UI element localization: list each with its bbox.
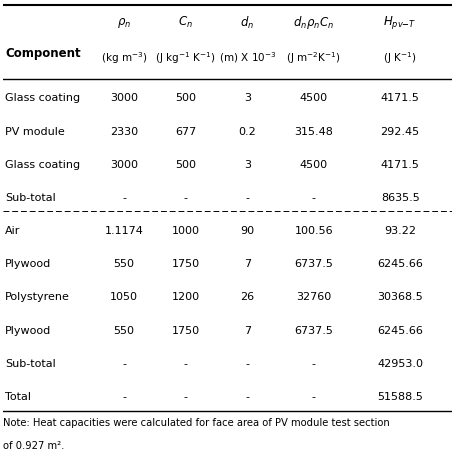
Text: -: - <box>122 193 126 203</box>
Text: 500: 500 <box>175 93 196 103</box>
Text: 90: 90 <box>240 226 255 236</box>
Text: 0.2: 0.2 <box>238 127 256 137</box>
Text: 6245.66: 6245.66 <box>377 325 423 335</box>
Text: $\rho_n$: $\rho_n$ <box>117 16 131 30</box>
Text: -: - <box>184 359 188 369</box>
Text: -: - <box>312 392 316 402</box>
Text: 1750: 1750 <box>172 325 200 335</box>
Text: 550: 550 <box>113 259 135 269</box>
Text: 6245.66: 6245.66 <box>377 259 423 269</box>
Text: 4500: 4500 <box>300 159 328 170</box>
Text: 1.1174: 1.1174 <box>105 226 144 236</box>
Text: -: - <box>246 359 249 369</box>
Text: 4171.5: 4171.5 <box>381 159 419 170</box>
Text: 100.56: 100.56 <box>294 226 333 236</box>
Text: 93.22: 93.22 <box>384 226 416 236</box>
Text: 1050: 1050 <box>110 292 138 303</box>
Text: 3: 3 <box>244 93 251 103</box>
Text: 4500: 4500 <box>300 93 328 103</box>
Text: 3: 3 <box>244 159 251 170</box>
Text: 7: 7 <box>244 259 251 269</box>
Text: 3000: 3000 <box>110 159 138 170</box>
Text: $H_{pv\mathregular{-}T}$: $H_{pv\mathregular{-}T}$ <box>383 14 417 31</box>
Text: Plywood: Plywood <box>5 259 51 269</box>
Text: -: - <box>122 359 126 369</box>
Text: Component: Component <box>5 47 81 60</box>
Text: Sub-total: Sub-total <box>5 193 56 203</box>
Text: $d_n$: $d_n$ <box>240 15 255 31</box>
Text: $\mathregular{(J\ K^{-1})}$: $\mathregular{(J\ K^{-1})}$ <box>383 50 417 66</box>
Text: 32760: 32760 <box>296 292 331 303</box>
Text: 42953.0: 42953.0 <box>377 359 423 369</box>
Text: 2330: 2330 <box>110 127 138 137</box>
Text: 30368.5: 30368.5 <box>377 292 423 303</box>
Text: $\mathregular{(J\ m^{-2}K^{-1})}$: $\mathregular{(J\ m^{-2}K^{-1})}$ <box>286 50 341 66</box>
Text: 7: 7 <box>244 325 251 335</box>
Text: 550: 550 <box>113 325 135 335</box>
Text: 51588.5: 51588.5 <box>377 392 423 402</box>
Text: 1750: 1750 <box>172 259 200 269</box>
Text: 6737.5: 6737.5 <box>294 325 333 335</box>
Text: -: - <box>312 193 316 203</box>
Text: $\mathregular{(J\ kg^{-1}\ K^{-1})}$: $\mathregular{(J\ kg^{-1}\ K^{-1})}$ <box>155 50 216 66</box>
Text: 6737.5: 6737.5 <box>294 259 333 269</box>
Text: 1200: 1200 <box>172 292 200 303</box>
Text: $\mathregular{(m)\ X\ 10^{-3}}$: $\mathregular{(m)\ X\ 10^{-3}}$ <box>219 51 276 65</box>
Text: 292.45: 292.45 <box>381 127 420 137</box>
Text: 1000: 1000 <box>172 226 200 236</box>
Text: -: - <box>184 193 188 203</box>
Text: -: - <box>246 392 249 402</box>
Text: -: - <box>184 392 188 402</box>
Text: Air: Air <box>5 226 20 236</box>
Text: 3000: 3000 <box>110 93 138 103</box>
Text: Plywood: Plywood <box>5 325 51 335</box>
Text: 315.48: 315.48 <box>294 127 333 137</box>
Text: Glass coating: Glass coating <box>5 159 80 170</box>
Text: Glass coating: Glass coating <box>5 93 80 103</box>
Text: $C_n$: $C_n$ <box>178 15 193 30</box>
Text: of 0.927 m².: of 0.927 m². <box>3 441 64 452</box>
Text: 677: 677 <box>175 127 196 137</box>
Text: -: - <box>246 193 249 203</box>
Text: 26: 26 <box>240 292 255 303</box>
Text: Note: Heat capacities were calculated for face area of PV module test section: Note: Heat capacities were calculated fo… <box>3 418 390 428</box>
Text: 500: 500 <box>175 159 196 170</box>
Text: 4171.5: 4171.5 <box>381 93 419 103</box>
Text: PV module: PV module <box>5 127 65 137</box>
Text: 8635.5: 8635.5 <box>381 193 419 203</box>
Text: $\mathregular{(kg\ m^{-3})}$: $\mathregular{(kg\ m^{-3})}$ <box>101 50 147 66</box>
Text: Polystyrene: Polystyrene <box>5 292 70 303</box>
Text: Total: Total <box>5 392 31 402</box>
Text: -: - <box>312 359 316 369</box>
Text: Sub-total: Sub-total <box>5 359 56 369</box>
Text: -: - <box>122 392 126 402</box>
Text: $d_n\rho_nC_n$: $d_n\rho_nC_n$ <box>293 14 334 31</box>
